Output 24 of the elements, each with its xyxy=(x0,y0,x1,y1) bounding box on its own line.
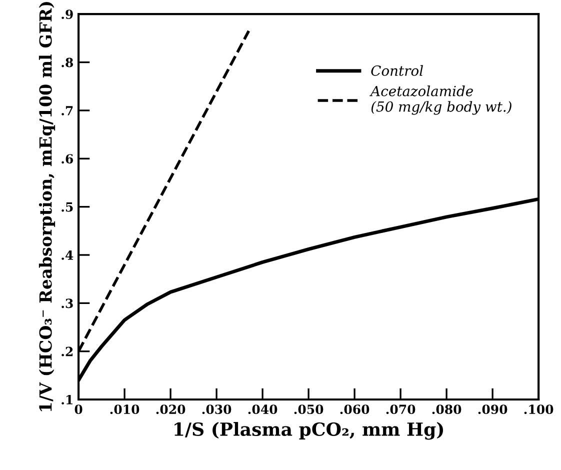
y-tick-label: .3 xyxy=(62,298,73,308)
x-tick-label: .010 xyxy=(110,404,140,414)
y-tick-label: .4 xyxy=(62,250,74,260)
y-tick-label: .8 xyxy=(62,58,74,68)
x-tick-label: 0 xyxy=(74,404,82,414)
x-tick-label: .020 xyxy=(156,404,186,414)
x-tick-label: .040 xyxy=(248,404,278,414)
y-axis-title: 1/V (HCO₃⁻ Reabsorption, mEq/100 ml GFR) xyxy=(38,2,56,412)
x-axis-title: 1/S (Plasma pCO₂, mm Hg) xyxy=(174,422,443,440)
legend-label: Acetazolamide (50 mg/kg body wt.) xyxy=(370,86,512,115)
x-tick-label: .070 xyxy=(386,404,416,414)
x-tick-label: .030 xyxy=(202,404,232,414)
x-tick-label: .100 xyxy=(524,404,554,414)
x-tick-label: .080 xyxy=(432,404,462,414)
legend-label: Control xyxy=(371,65,423,76)
y-tick-label: .1 xyxy=(62,394,72,404)
x-tick-label: .090 xyxy=(478,404,508,414)
x-tick-label: .060 xyxy=(340,404,370,414)
y-tick-label: .9 xyxy=(62,10,73,20)
y-tick-label: .6 xyxy=(62,154,74,164)
x-tick-label: .050 xyxy=(294,404,324,414)
y-tick-label: .5 xyxy=(62,202,73,212)
y-tick-label: .2 xyxy=(62,346,73,356)
y-tick-label: .7 xyxy=(62,106,73,116)
